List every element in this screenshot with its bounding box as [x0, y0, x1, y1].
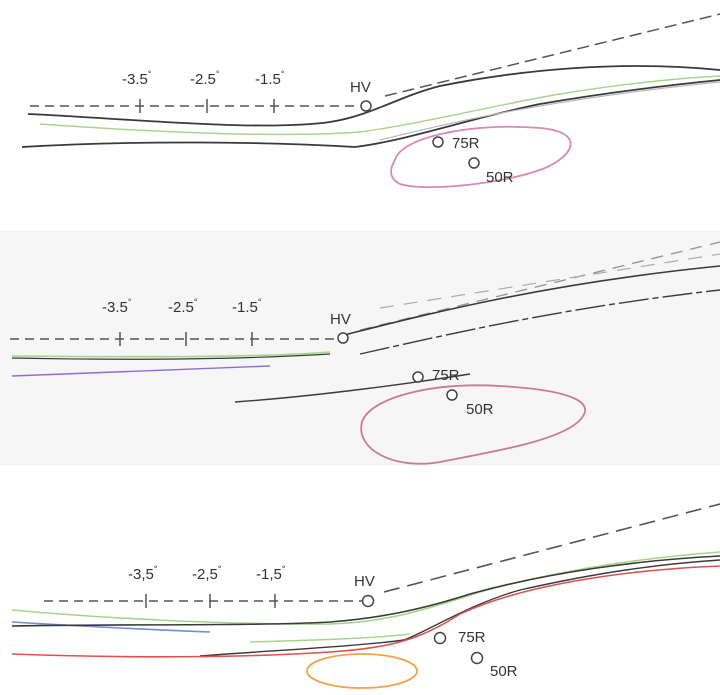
point-50r-label: 50R — [486, 169, 514, 186]
hv-marker — [361, 594, 375, 608]
cutoff-curve-dark — [359, 289, 720, 355]
angle-label-2: -2.5° — [168, 297, 198, 316]
hv-label: HV — [354, 573, 375, 590]
cutoff-curve-lower — [199, 559, 720, 657]
inclined-dashed-line — [359, 241, 720, 331]
point-50r-marker — [470, 651, 484, 665]
point-50r-marker — [468, 157, 480, 169]
point-50r-label: 50R — [490, 663, 518, 680]
hv-marker — [360, 100, 372, 112]
angle-label-3: -1.5° — [255, 69, 285, 88]
angle-label-2: -2,5° — [192, 564, 222, 583]
angle-label-1: -3.5° — [122, 69, 152, 88]
cutoff-curve-purple — [11, 365, 271, 377]
angle-label-2: -2.5° — [190, 69, 220, 88]
angle-label-1: -3,5° — [128, 564, 158, 583]
inclined-dashed-line — [384, 13, 720, 97]
cutoff-curve-green — [11, 551, 720, 625]
panel-2-drawing: -3.5° -2.5° -1.5° HV 75R 50R — [10, 241, 720, 465]
cutoff-curve-green-low — [249, 633, 411, 643]
cutoff-curve-red — [11, 565, 720, 658]
cutoff-curve-upper — [11, 555, 720, 627]
point-50r-marker — [446, 389, 458, 401]
point-75r-label: 75R — [452, 135, 480, 152]
cutoff-curve-dark-left — [11, 353, 331, 360]
hv-label: HV — [330, 311, 351, 328]
cutoff-curve-upper — [339, 265, 720, 337]
cutoff-curve-lower — [234, 373, 471, 403]
cutoff-curve-blue — [11, 621, 211, 633]
diagram-panel-2: -3.5° -2.5° -1.5° HV 75R 50R — [0, 230, 720, 466]
panel-1-drawing: -3.5° -2.5° -1.5° HV 75R 50R — [21, 13, 720, 188]
point-75r-marker — [433, 631, 447, 645]
hv-label: HV — [350, 79, 371, 96]
point-50r-label: 50R — [466, 401, 494, 418]
cutoff-curve-lower — [21, 79, 720, 148]
isolux-contour — [390, 125, 572, 188]
point-75r-marker — [432, 136, 444, 148]
angle-label-1: -3.5° — [102, 297, 132, 316]
diagram-panel-1: -3.5° -2.5° -1.5° HV 75R 50R — [0, 0, 720, 215]
angle-label-3: -1.5° — [232, 297, 262, 316]
point-75r-marker — [412, 371, 424, 383]
cutoff-curve-light — [379, 81, 720, 141]
inclined-dashed-line — [379, 253, 720, 309]
cutoff-curve-green — [39, 75, 720, 136]
cutoff-curve-green — [11, 351, 331, 358]
point-75r-label: 75R — [432, 367, 460, 384]
hv-marker — [337, 332, 349, 344]
isolux-contour — [360, 384, 586, 465]
angle-label-3: -1,5° — [256, 564, 286, 583]
isolux-contour — [306, 653, 418, 689]
panel-3-drawing: -3,5° -2,5° -1,5° HV 75R 50R — [11, 503, 720, 689]
inclined-dashed-line — [383, 503, 720, 593]
point-75r-label: 75R — [458, 629, 486, 646]
cutoff-curve-upper — [27, 65, 720, 127]
diagram-panel-3: -3,5° -2,5° -1,5° HV 75R 50R — [0, 480, 720, 695]
